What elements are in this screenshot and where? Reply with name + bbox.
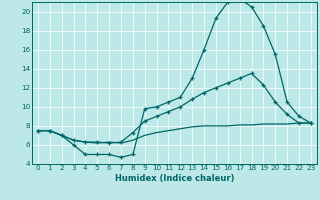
- X-axis label: Humidex (Indice chaleur): Humidex (Indice chaleur): [115, 174, 234, 183]
